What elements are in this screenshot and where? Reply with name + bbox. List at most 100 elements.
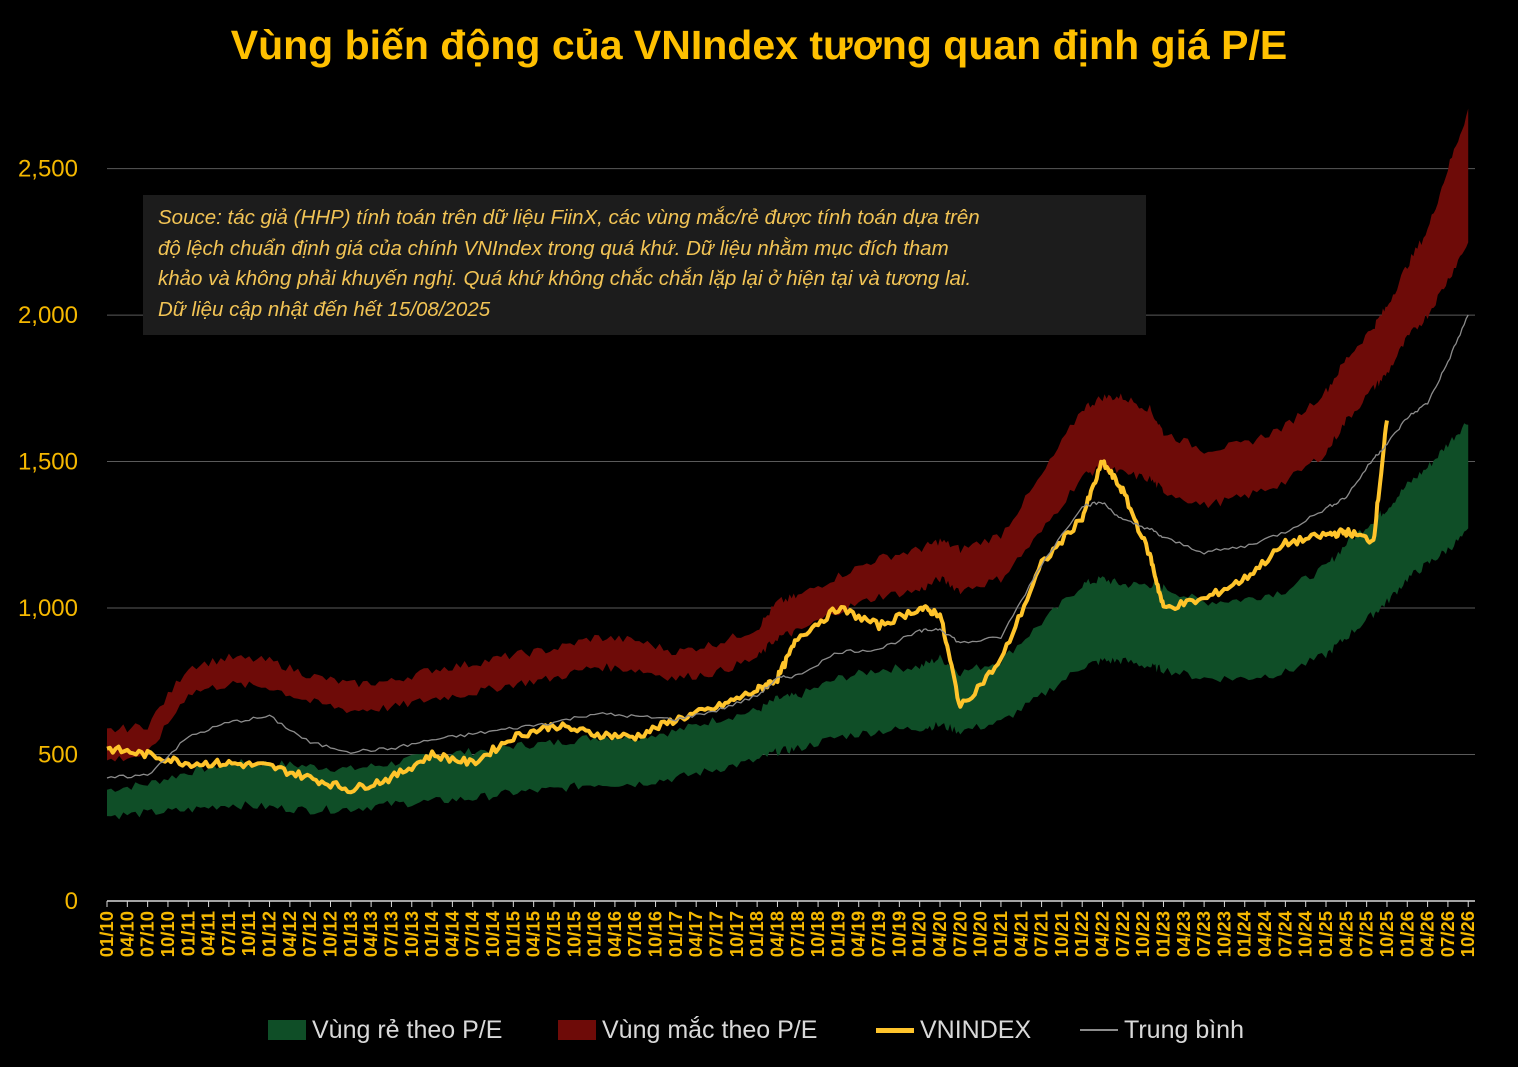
x-tick-label: 10/14 [482,910,503,957]
x-tick-label: 07/14 [462,910,483,957]
x-tick-label: 01/13 [340,911,361,957]
x-tick-label: 04/14 [441,910,462,957]
x-tick-label: 01/25 [1315,911,1336,957]
legend: Vùng rẻ theo P/E Vùng mắc theo P/E VNIND… [0,1012,1518,1048]
x-tick-label: 10/10 [157,911,178,957]
x-tick-label: 10/19 [888,911,909,957]
x-tick-label: 04/22 [1092,911,1113,957]
y-tick-label: 500 [38,742,78,769]
x-tick-label: 01/18 [746,911,767,957]
x-tick-label: 07/23 [1193,911,1214,957]
zone-bands [107,108,1469,820]
legend-item-expensive-zone: Vùng mắc theo P/E [558,1012,817,1048]
x-tick-label: 01/22 [1071,911,1092,957]
legend-item-vnindex: VNINDEX [876,1012,1031,1048]
y-tick-label: 2,500 [18,156,78,183]
x-tick-label: 10/21 [1051,911,1072,957]
x-tick-label: 07/26 [1437,911,1458,957]
source-note: Souce: tác giả (HHP) tính toán trên dữ l… [143,195,1146,335]
x-tick-label: 01/19 [827,911,848,957]
source-note-line: độ lệch chuẩn định giá của chính VNIndex… [158,236,949,260]
legend-swatch-vnindex [876,1027,914,1033]
x-tick-label: 10/12 [319,911,340,957]
legend-item-average: Trung bình [1080,1012,1244,1048]
x-tick-label: 04/11 [198,911,219,956]
x-tick-label: 04/13 [360,911,381,957]
chart-title: Vùng biến động của VNIndex tương quan đị… [230,22,1288,68]
x-tick-label: 10/13 [401,911,422,957]
y-tick-label: 1,000 [18,595,78,622]
y-tick-label: 2,000 [18,302,78,329]
x-tick-label: 01/11 [177,911,198,956]
x-tick-label: 10/16 [645,911,666,957]
x-tick-label: 07/13 [380,911,401,957]
x-tick-label: 01/21 [990,911,1011,957]
expensive-zone-band [107,108,1469,762]
legend-swatch-average [1080,1029,1118,1031]
x-tick-label: 07/20 [949,911,970,957]
x-tick-label: 04/23 [1173,911,1194,957]
x-tick-label: 10/26 [1457,911,1478,957]
x-tick-label: 07/19 [868,911,889,957]
legend-label: Vùng rẻ theo P/E [312,1015,503,1044]
legend-item-cheap-zone: Vùng rẻ theo P/E [268,1012,502,1048]
x-tick-label: 04/21 [1010,911,1031,957]
x-tick-label: 04/25 [1335,911,1356,957]
x-tick-label: 04/15 [523,911,544,957]
x-tick-label: 01/12 [259,911,280,957]
legend-swatch-cheap-zone [268,1020,306,1040]
x-tick-label: 01/14 [421,910,442,957]
x-tick-label: 10/17 [726,911,747,957]
x-tick-label: 10/25 [1376,911,1397,957]
x-tick-label: 10/24 [1295,910,1316,957]
x-tick-label: 10/22 [1132,911,1153,957]
x-tick-label: 07/15 [543,911,564,957]
x-tick-label: 04/19 [848,911,869,957]
legend-label: Vùng mắc theo P/E [602,1015,818,1044]
source-note-line: Dữ liệu cập nhật đến hết 15/08/2025 [158,297,491,321]
x-tick-label: 10/11 [238,911,259,956]
vnindex-line [106,420,1389,795]
x-tick-label: 04/26 [1417,911,1438,957]
x-tick-label: 07/17 [706,911,727,957]
source-note-line: Souce: tác giả (HHP) tính toán trên dữ l… [158,206,980,229]
cheap-zone-band [107,423,1469,820]
x-tick-label: 01/15 [502,911,523,957]
x-tick-label: 04/10 [116,911,137,957]
x-tick-label: 10/20 [970,911,991,957]
x-tick-label: 01/16 [584,911,605,957]
x-tick-label: 01/17 [665,911,686,957]
x-tick-label: 10/15 [563,911,584,957]
y-tick-label: 1,500 [18,449,78,476]
x-tick-label: 04/17 [685,911,706,957]
x-tick-label: 07/16 [624,911,645,957]
x-tick-label: 01/24 [1234,910,1255,957]
x-tick-label: 01/10 [96,911,117,957]
x-tick-label: 04/20 [929,911,950,957]
x-tick-label: 01/26 [1396,911,1417,957]
x-tick-label: 07/24 [1274,910,1295,957]
x-tick-label: 04/12 [279,911,300,957]
x-tick-label: 07/22 [1112,911,1133,957]
x-tick-label: 07/12 [299,911,320,957]
x-tick-label: 04/16 [604,911,625,957]
x-tick-label: 10/18 [807,911,828,957]
x-tick-label: 04/24 [1254,910,1275,957]
x-tick-label: 07/11 [218,911,239,956]
legend-label: Trung bình [1124,1015,1244,1044]
x-tick-label: 07/18 [787,911,808,957]
series-lines [106,314,1469,795]
x-tick-label: 10/23 [1213,911,1234,957]
average-line [106,314,1469,779]
x-tick-label: 04/18 [766,911,787,957]
x-tick-label: 07/21 [1031,911,1052,957]
legend-swatch-expensive-zone [558,1020,596,1040]
y-tick-label: 0 [65,888,78,915]
x-tick-label: 01/20 [909,911,930,957]
legend-label: VNINDEX [920,1015,1032,1044]
x-tick-label: 01/23 [1152,911,1173,957]
source-note-line: khảo và không phải khuyến nghị. Quá khứ … [158,267,972,290]
x-tick-label: 07/10 [137,911,158,957]
